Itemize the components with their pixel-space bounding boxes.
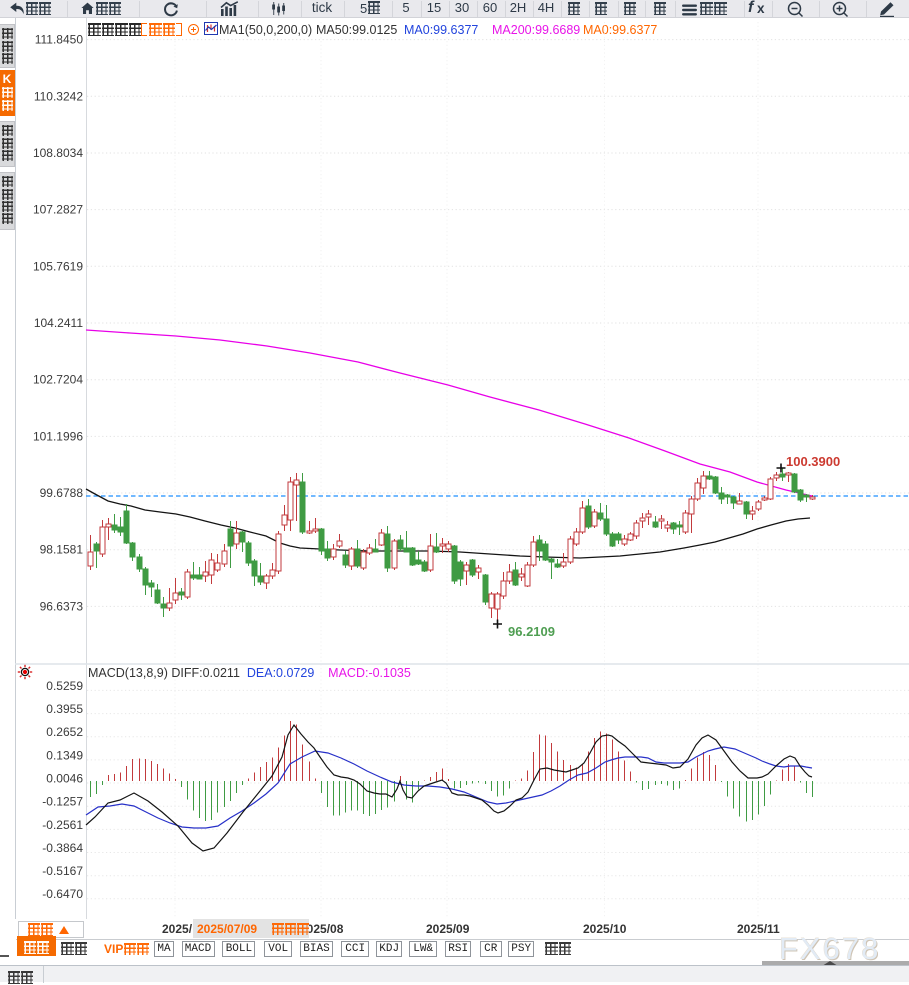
svg-text:104.2411: 104.2411 xyxy=(34,316,83,330)
svg-text:101.1996: 101.1996 xyxy=(33,429,83,443)
svg-text:96.6373: 96.6373 xyxy=(40,599,84,613)
svg-text:-0.5167: -0.5167 xyxy=(42,864,83,878)
svg-text:-0.3864: -0.3864 xyxy=(42,841,83,855)
svg-text:99.6788: 99.6788 xyxy=(40,486,84,500)
svg-text:-0.6470: -0.6470 xyxy=(42,887,83,901)
svg-text:110.3242: 110.3242 xyxy=(34,89,83,103)
svg-text:107.2827: 107.2827 xyxy=(33,203,83,217)
svg-text:108.8034: 108.8034 xyxy=(33,146,83,160)
svg-text:0.2652: 0.2652 xyxy=(46,725,83,739)
svg-text:0.0046: 0.0046 xyxy=(46,771,83,785)
svg-text:111.8450: 111.8450 xyxy=(35,33,84,47)
svg-text:0.5259: 0.5259 xyxy=(46,679,83,693)
svg-text:102.7204: 102.7204 xyxy=(33,373,83,387)
svg-text:-0.1257: -0.1257 xyxy=(42,795,83,809)
svg-text:0.1349: 0.1349 xyxy=(46,748,83,762)
svg-text:0.3955: 0.3955 xyxy=(46,702,83,716)
svg-text:-0.2561: -0.2561 xyxy=(42,818,83,832)
svg-text:96.2109: 96.2109 xyxy=(508,624,555,639)
svg-text:98.1581: 98.1581 xyxy=(40,543,84,557)
svg-text:100.3900: 100.3900 xyxy=(786,454,840,469)
svg-text:105.7619: 105.7619 xyxy=(33,259,83,273)
